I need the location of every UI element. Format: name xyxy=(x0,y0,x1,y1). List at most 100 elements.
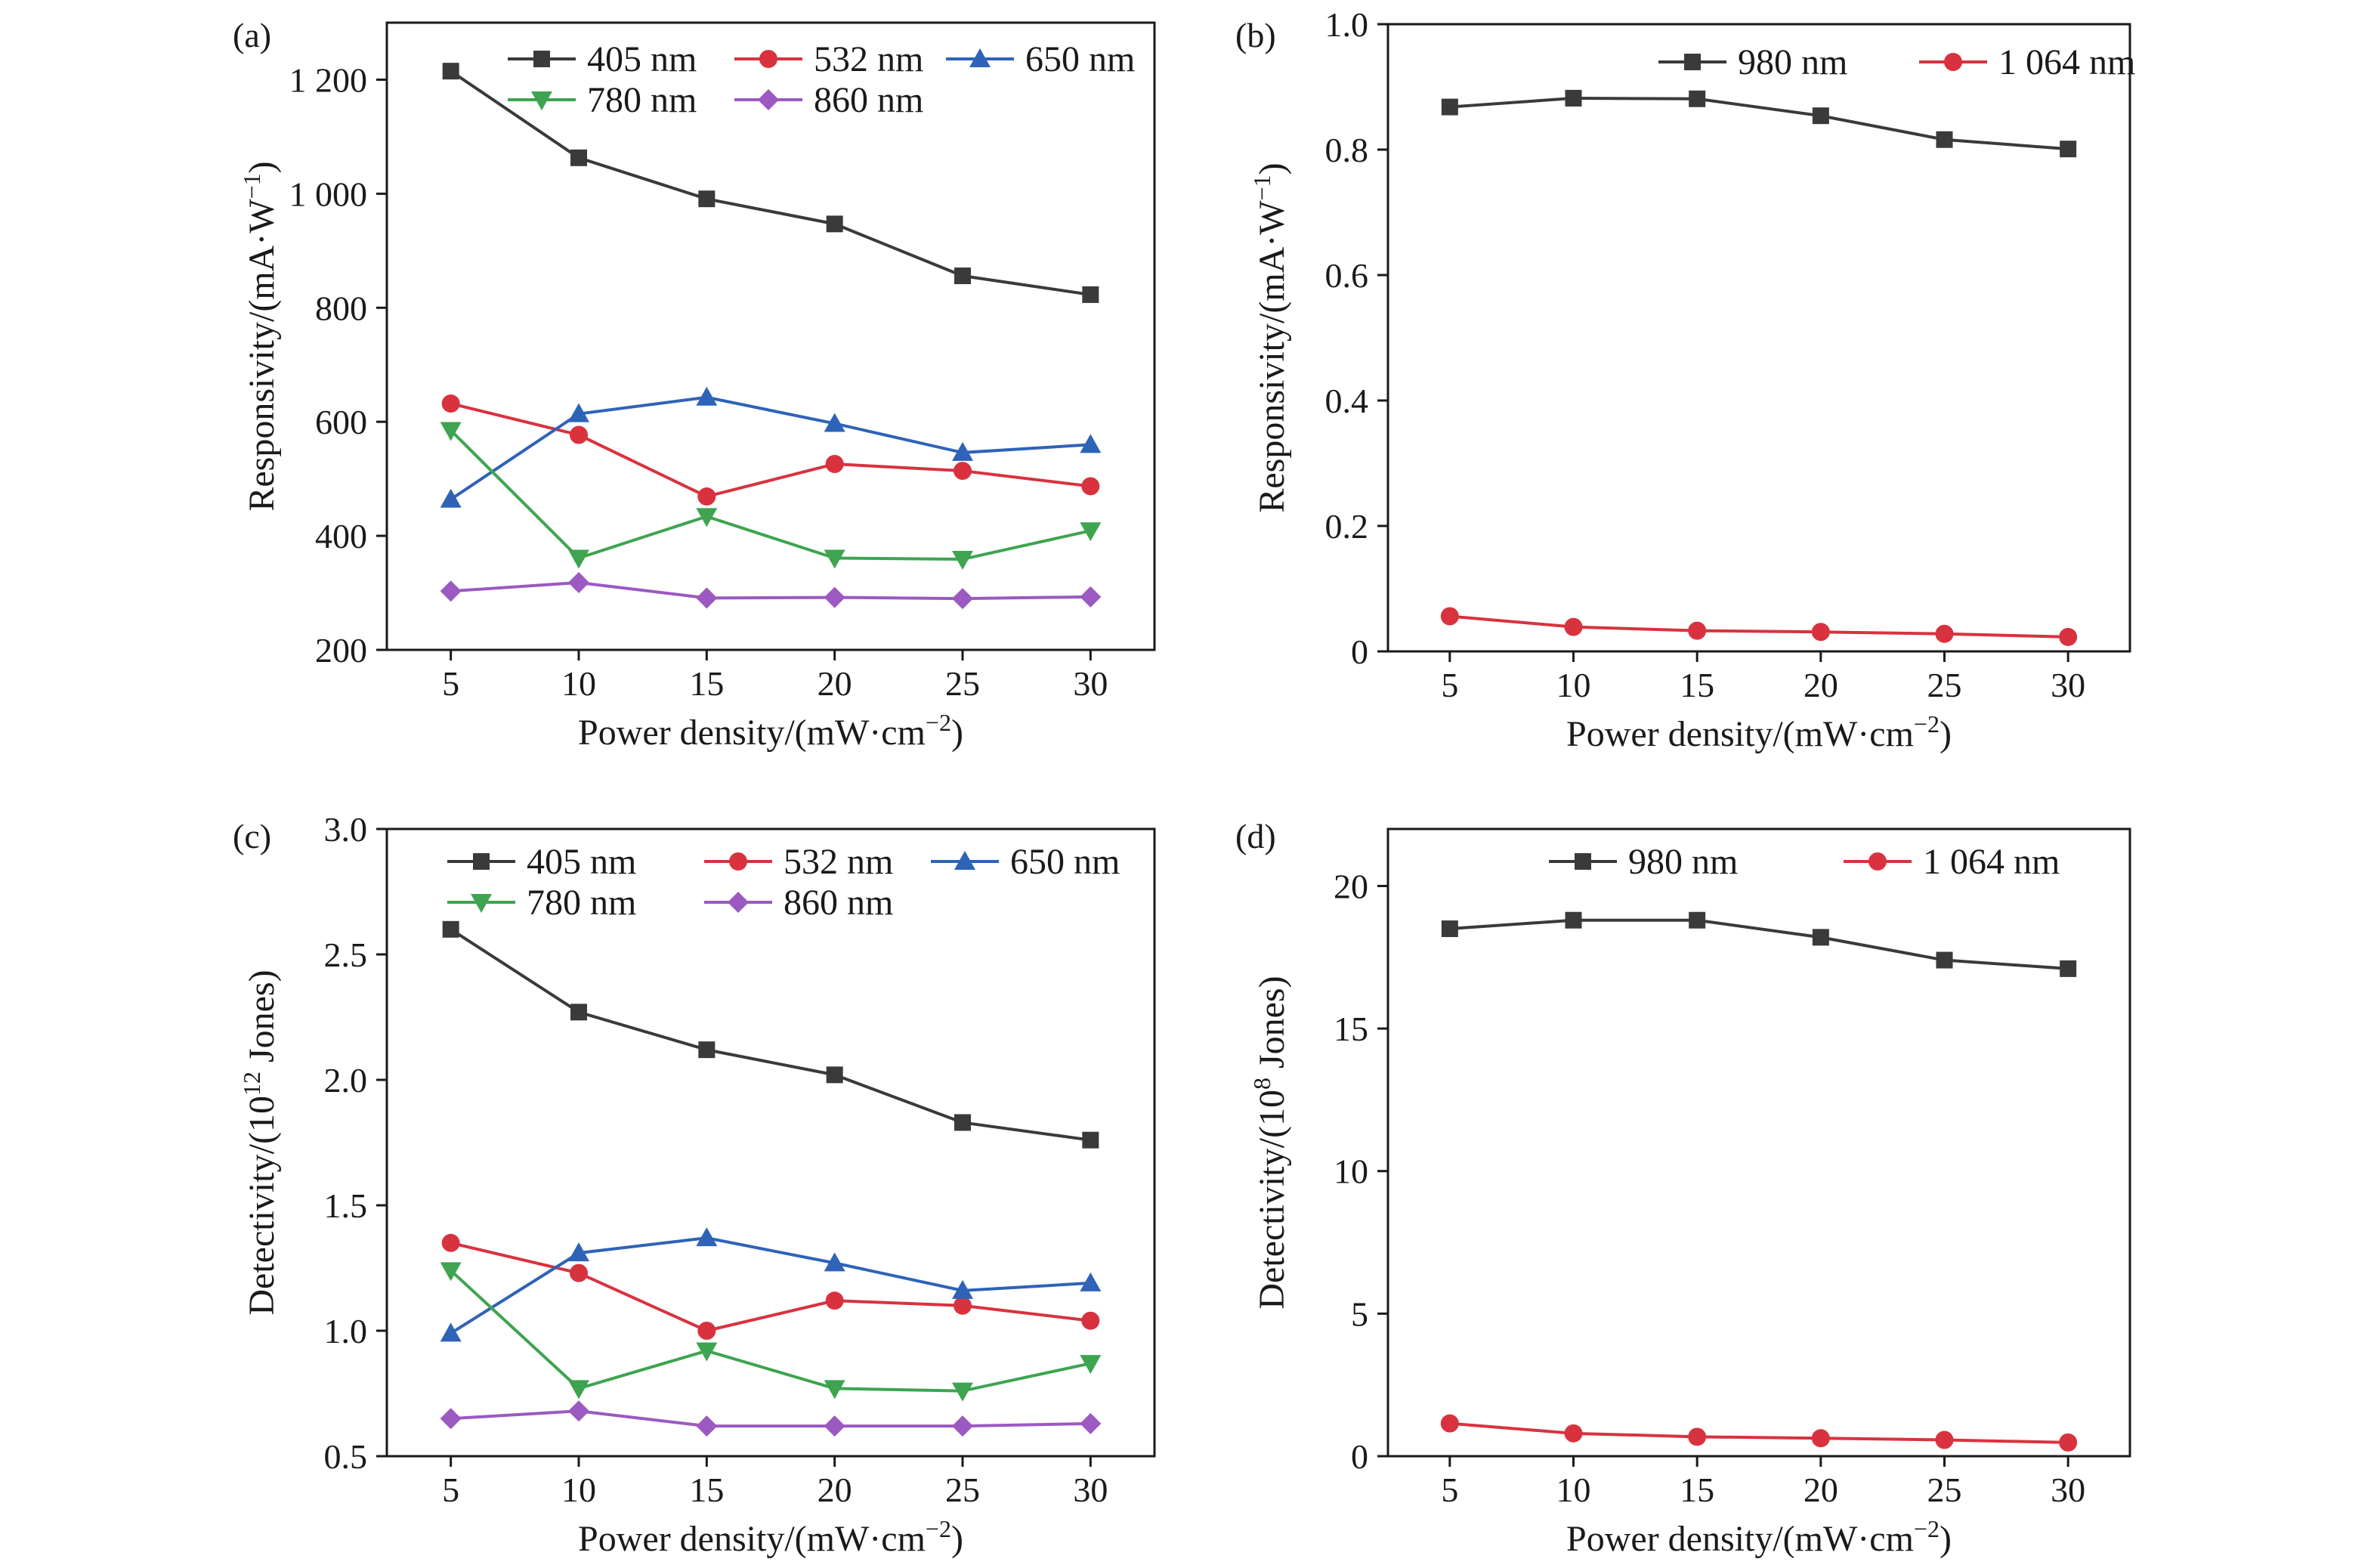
legend-marker xyxy=(473,853,490,870)
series-line xyxy=(1449,1421,2069,1444)
data-point xyxy=(570,149,587,166)
legend-entry: 780 nm xyxy=(508,80,697,120)
data-point xyxy=(441,1233,460,1252)
x-tick-label: 15 xyxy=(689,664,724,703)
series-line xyxy=(450,580,1091,601)
data-point xyxy=(825,1291,844,1310)
series-780-nm xyxy=(440,422,1102,571)
data-point xyxy=(441,394,460,413)
data-point xyxy=(954,462,972,481)
series-860-nm xyxy=(440,571,1102,610)
y-axis-title: Detectivity/(108 Jones) xyxy=(1248,976,1292,1309)
data-point xyxy=(570,425,588,444)
data-point xyxy=(440,422,462,441)
data-point xyxy=(568,1242,589,1262)
x-tick-label: 25 xyxy=(1927,666,1962,704)
x-tick-label: 15 xyxy=(1680,1471,1714,1509)
legend-label: 1 064 nm xyxy=(1998,42,2135,82)
data-point xyxy=(1080,586,1102,608)
legend-marker xyxy=(531,91,552,110)
legend-marker xyxy=(1684,54,1701,70)
x-tick-label: 30 xyxy=(1073,664,1108,703)
x-tick-label: 10 xyxy=(1556,666,1591,704)
data-point xyxy=(824,1380,845,1400)
panel-b: 5 10 15 20 25 30 0 0.2 0.4 0.6 0.8 1.0 Power density… xyxy=(1235,5,2135,754)
x-tick-label: 5 xyxy=(1441,1471,1458,1509)
y-tick-label: 10 xyxy=(1334,1152,1368,1191)
y-tick-label: 0.6 xyxy=(1325,256,1369,295)
panel-label: (b) xyxy=(1235,16,1276,54)
legend-label: 532 nm xyxy=(784,842,893,882)
y-axis-title: Detectivity/(1012 Jones) xyxy=(238,970,282,1315)
data-point xyxy=(570,1263,588,1282)
data-point xyxy=(440,1262,462,1282)
data-point xyxy=(440,1408,462,1430)
legend-entry: 1 064 nm xyxy=(1919,42,2135,82)
data-point xyxy=(824,1252,845,1272)
data-point xyxy=(568,1400,589,1422)
data-point xyxy=(825,455,844,474)
data-point xyxy=(826,215,843,233)
x-tick-label: 30 xyxy=(1073,1471,1108,1509)
data-point xyxy=(1565,911,1582,929)
data-point xyxy=(1080,1272,1102,1291)
x-tick-label: 10 xyxy=(561,1471,596,1509)
legend-entry: 532 nm xyxy=(734,39,923,79)
x-tick-label: 20 xyxy=(1804,666,1838,704)
data-point xyxy=(696,1342,718,1362)
data-point xyxy=(1688,621,1707,640)
data-point xyxy=(2059,627,2078,646)
data-point xyxy=(1081,1311,1100,1330)
series-line xyxy=(450,1241,1091,1333)
legend-label: 650 nm xyxy=(1010,842,1120,882)
series-line xyxy=(450,1409,1091,1428)
series-line xyxy=(1449,918,2069,970)
legend-label: 405 nm xyxy=(527,842,636,882)
series-line xyxy=(1449,96,2069,151)
y-tick-label: 3.0 xyxy=(324,810,368,849)
data-point xyxy=(570,1004,587,1021)
legend-marker xyxy=(728,892,749,913)
series-650-nm xyxy=(440,1227,1102,1342)
series-line xyxy=(450,70,1091,296)
y-tick-label: 600 xyxy=(315,403,367,441)
x-tick-label: 25 xyxy=(1927,1471,1962,1509)
plot-frame xyxy=(385,21,1156,651)
x-tick-label: 15 xyxy=(689,1471,724,1509)
series-line xyxy=(450,395,1091,501)
y-axis-title: Responsivity/(mA·W−1) xyxy=(1248,162,1292,512)
legend-marker xyxy=(954,851,975,870)
legend-marker xyxy=(758,89,779,110)
legend-entry: 980 nm xyxy=(1549,842,1738,882)
data-point xyxy=(1689,911,1706,929)
legend-entry: 860 nm xyxy=(734,80,923,120)
data-point xyxy=(442,63,459,80)
y-axis-title: Responsivity/(mA·W−1) xyxy=(238,161,282,511)
data-point xyxy=(824,586,845,608)
panel-label: (d) xyxy=(1235,817,1276,855)
data-point xyxy=(698,190,716,208)
data-point xyxy=(952,1279,973,1299)
y-tick-label: 1.0 xyxy=(1325,5,1369,44)
data-point xyxy=(698,1041,716,1059)
data-point xyxy=(697,1322,716,1340)
series-1-064-nm xyxy=(1440,607,2078,646)
y-tick-label: 0 xyxy=(1351,1437,1368,1476)
data-point xyxy=(2060,960,2077,977)
legend-entry: 980 nm xyxy=(1658,42,1847,82)
data-point xyxy=(1080,1412,1102,1434)
data-point xyxy=(1935,624,1954,643)
data-point xyxy=(442,920,459,938)
data-point xyxy=(952,588,973,610)
y-tick-label: 1.5 xyxy=(324,1186,368,1225)
series-980-nm xyxy=(1441,911,2077,977)
panel-a: 5 10 15 20 25 30 200 400 600 800 1 000 1 200 Power d… xyxy=(233,16,1156,753)
data-point xyxy=(1080,1355,1102,1375)
data-point xyxy=(1082,286,1099,303)
data-point xyxy=(696,1415,718,1437)
data-point xyxy=(824,413,845,432)
data-point xyxy=(954,1296,972,1315)
data-point xyxy=(1564,1424,1583,1443)
y-tick-label: 0.5 xyxy=(324,1437,368,1476)
